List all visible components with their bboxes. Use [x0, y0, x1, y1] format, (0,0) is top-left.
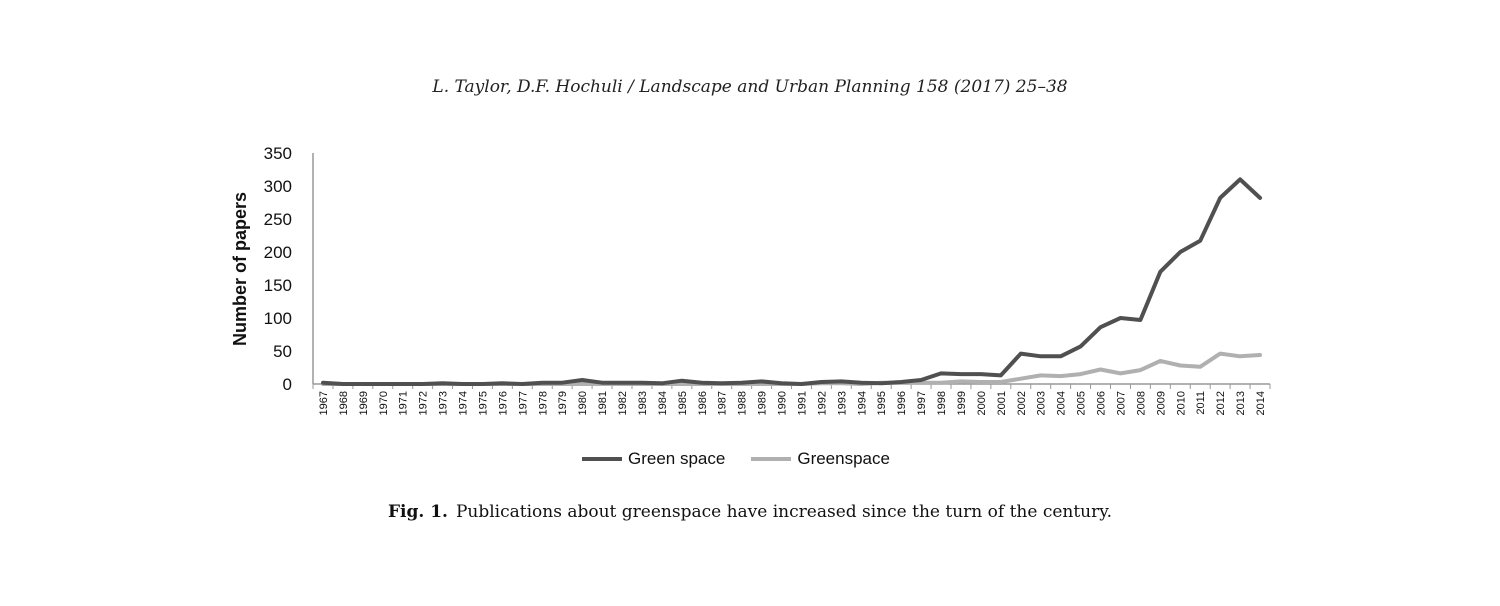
- series-line-greenspace: [321, 351, 1262, 386]
- x-tick-label: 1988: [737, 391, 749, 415]
- running-head: L. Taylor, D.F. Hochuli / Landscape and …: [432, 77, 1068, 97]
- y-tick-label: 350: [264, 144, 292, 163]
- legend-item-greenspace: Greenspace: [751, 449, 890, 469]
- series-line-green-space: [321, 177, 1262, 386]
- x-tick-label: 1972: [418, 391, 430, 415]
- y-tick-label: 100: [264, 309, 292, 328]
- x-tick-label: 1999: [956, 391, 968, 415]
- series-lines: [321, 177, 1262, 386]
- x-tick-label: 1991: [796, 391, 808, 415]
- x-tick-label: 1974: [458, 391, 470, 415]
- legend-swatch: [751, 457, 792, 461]
- x-tick-label: 2007: [1115, 391, 1127, 415]
- x-tick-label: 1990: [777, 391, 789, 415]
- x-tick-label: 1995: [876, 391, 888, 415]
- x-tick-label: 2005: [1076, 391, 1088, 415]
- x-tick-label: 1978: [537, 391, 549, 415]
- legend-label: Green space: [628, 449, 726, 468]
- x-tick-label: 1982: [617, 391, 629, 415]
- x-tick-label: 2003: [1036, 391, 1048, 415]
- x-tick-label: 1971: [398, 391, 410, 415]
- y-tick-label: 250: [264, 210, 292, 229]
- legend-item-green-space: Green space: [582, 449, 725, 469]
- x-tick-label: 1975: [477, 391, 489, 415]
- y-tick-label: 200: [264, 243, 292, 262]
- x-tick-label: 1997: [916, 391, 928, 415]
- x-axis: 1967 1968 1969 1970 1971 1972 1973 1974 1975 1976…: [312, 383, 1271, 415]
- x-tick-label: 2004: [1056, 391, 1068, 415]
- x-tick-label: 2000: [976, 391, 988, 415]
- x-tick-label: 1996: [896, 391, 908, 415]
- y-axis-label: Number of papers: [230, 192, 250, 346]
- x-tick-label: 2010: [1175, 391, 1187, 415]
- x-tick-label: 1967: [318, 391, 330, 415]
- figure-caption: Fig. 1. Publications about greenspace hav…: [0, 502, 1500, 522]
- x-tick-label: 2002: [1016, 391, 1028, 415]
- x-tick-label: 1979: [557, 391, 569, 415]
- x-tick-label: 2006: [1096, 391, 1108, 415]
- y-tick-label: 300: [264, 177, 292, 196]
- y-tick-label: 150: [264, 276, 292, 295]
- x-tick-label: 1969: [358, 391, 370, 415]
- x-tick-label: 1998: [936, 391, 948, 415]
- x-tick-label: 1984: [657, 391, 669, 415]
- figure-label: Fig. 1.: [387, 502, 448, 522]
- x-tick-label: 1987: [717, 391, 729, 415]
- x-tick-label: 1980: [577, 391, 589, 415]
- x-tick-label: 2009: [1155, 391, 1167, 415]
- x-tick-label: 2013: [1235, 391, 1247, 415]
- y-tick-label: 0: [283, 375, 292, 394]
- x-tick-label: 1968: [338, 391, 350, 415]
- x-tick-label: 2008: [1135, 391, 1147, 415]
- y-tick-label: 50: [273, 342, 292, 361]
- x-tick-label: 1986: [697, 391, 709, 415]
- x-tick-label: 1992: [816, 391, 828, 415]
- x-tick-label: 1981: [597, 391, 609, 415]
- x-tick-label: 1970: [378, 391, 390, 415]
- x-tick-label: 1993: [836, 391, 848, 415]
- x-tick-label: 1983: [637, 391, 649, 415]
- x-tick-label: 1973: [438, 391, 450, 415]
- x-tick-label: 1976: [497, 391, 509, 415]
- x-tick-label: 1977: [517, 391, 529, 415]
- x-tick-label: 2012: [1215, 391, 1227, 415]
- legend: Green space Greenspace: [582, 449, 916, 469]
- x-tick-label: 1994: [856, 391, 868, 415]
- x-tick-label: 1989: [757, 391, 769, 415]
- x-tick-label: 2011: [1195, 391, 1207, 415]
- x-tick-label: 1985: [677, 391, 689, 415]
- legend-label: Greenspace: [797, 449, 890, 468]
- caption-text: Publications about greenspace have incre…: [455, 502, 1113, 522]
- x-tick-label: 2014: [1255, 391, 1267, 415]
- y-axis: 0 50 100 150 200 250 300 350: [264, 144, 314, 394]
- x-tick-label: 2001: [996, 391, 1008, 415]
- legend-swatch: [582, 457, 622, 461]
